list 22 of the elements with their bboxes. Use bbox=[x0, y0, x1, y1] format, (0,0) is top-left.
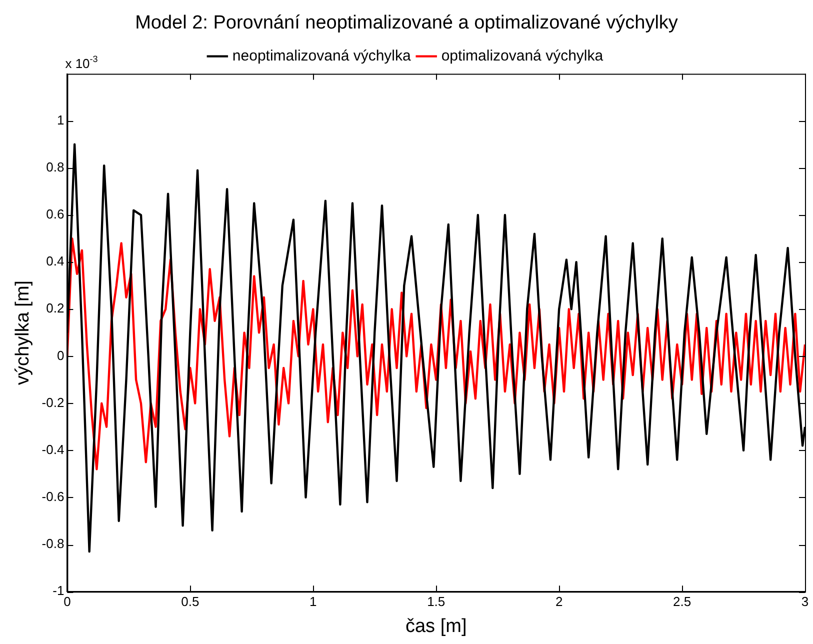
legend-label: neoptimalizovaná výchylka bbox=[232, 47, 412, 64]
x-tick-label: 2 bbox=[555, 594, 563, 609]
legend-label: optimalizovaná výchylka bbox=[441, 47, 604, 64]
chart-title: Model 2: Porovnání neoptimalizované a optimalizované výchylky bbox=[135, 12, 678, 34]
y-tick-label: -1 bbox=[52, 583, 64, 598]
y-tick-label: -0.4 bbox=[42, 442, 64, 457]
y-tick-label: -0.8 bbox=[42, 536, 64, 552]
y-tick-label: 0.2 bbox=[46, 300, 64, 316]
x-tick-label: 1 bbox=[310, 594, 317, 609]
x-tick-label: 0.5 bbox=[181, 594, 200, 609]
x-tick-label: 2.5 bbox=[672, 594, 692, 609]
y-tick-label: 0 bbox=[56, 348, 64, 363]
y-tick-label: 0.8 bbox=[46, 160, 64, 175]
y-tick-label: -0.6 bbox=[42, 489, 64, 504]
y-tick-label: 1 bbox=[56, 112, 64, 128]
x-axis-title: čas [m] bbox=[405, 616, 467, 637]
y-axis-title: výchylka [m] bbox=[12, 280, 34, 385]
x-tick-label: 3 bbox=[801, 594, 809, 609]
x-tick-label: 1.5 bbox=[427, 594, 446, 609]
y-tick-label: -0.2 bbox=[42, 394, 64, 410]
y-tick-label: 0.6 bbox=[46, 206, 64, 222]
y-tick-label: 0.4 bbox=[46, 254, 64, 269]
